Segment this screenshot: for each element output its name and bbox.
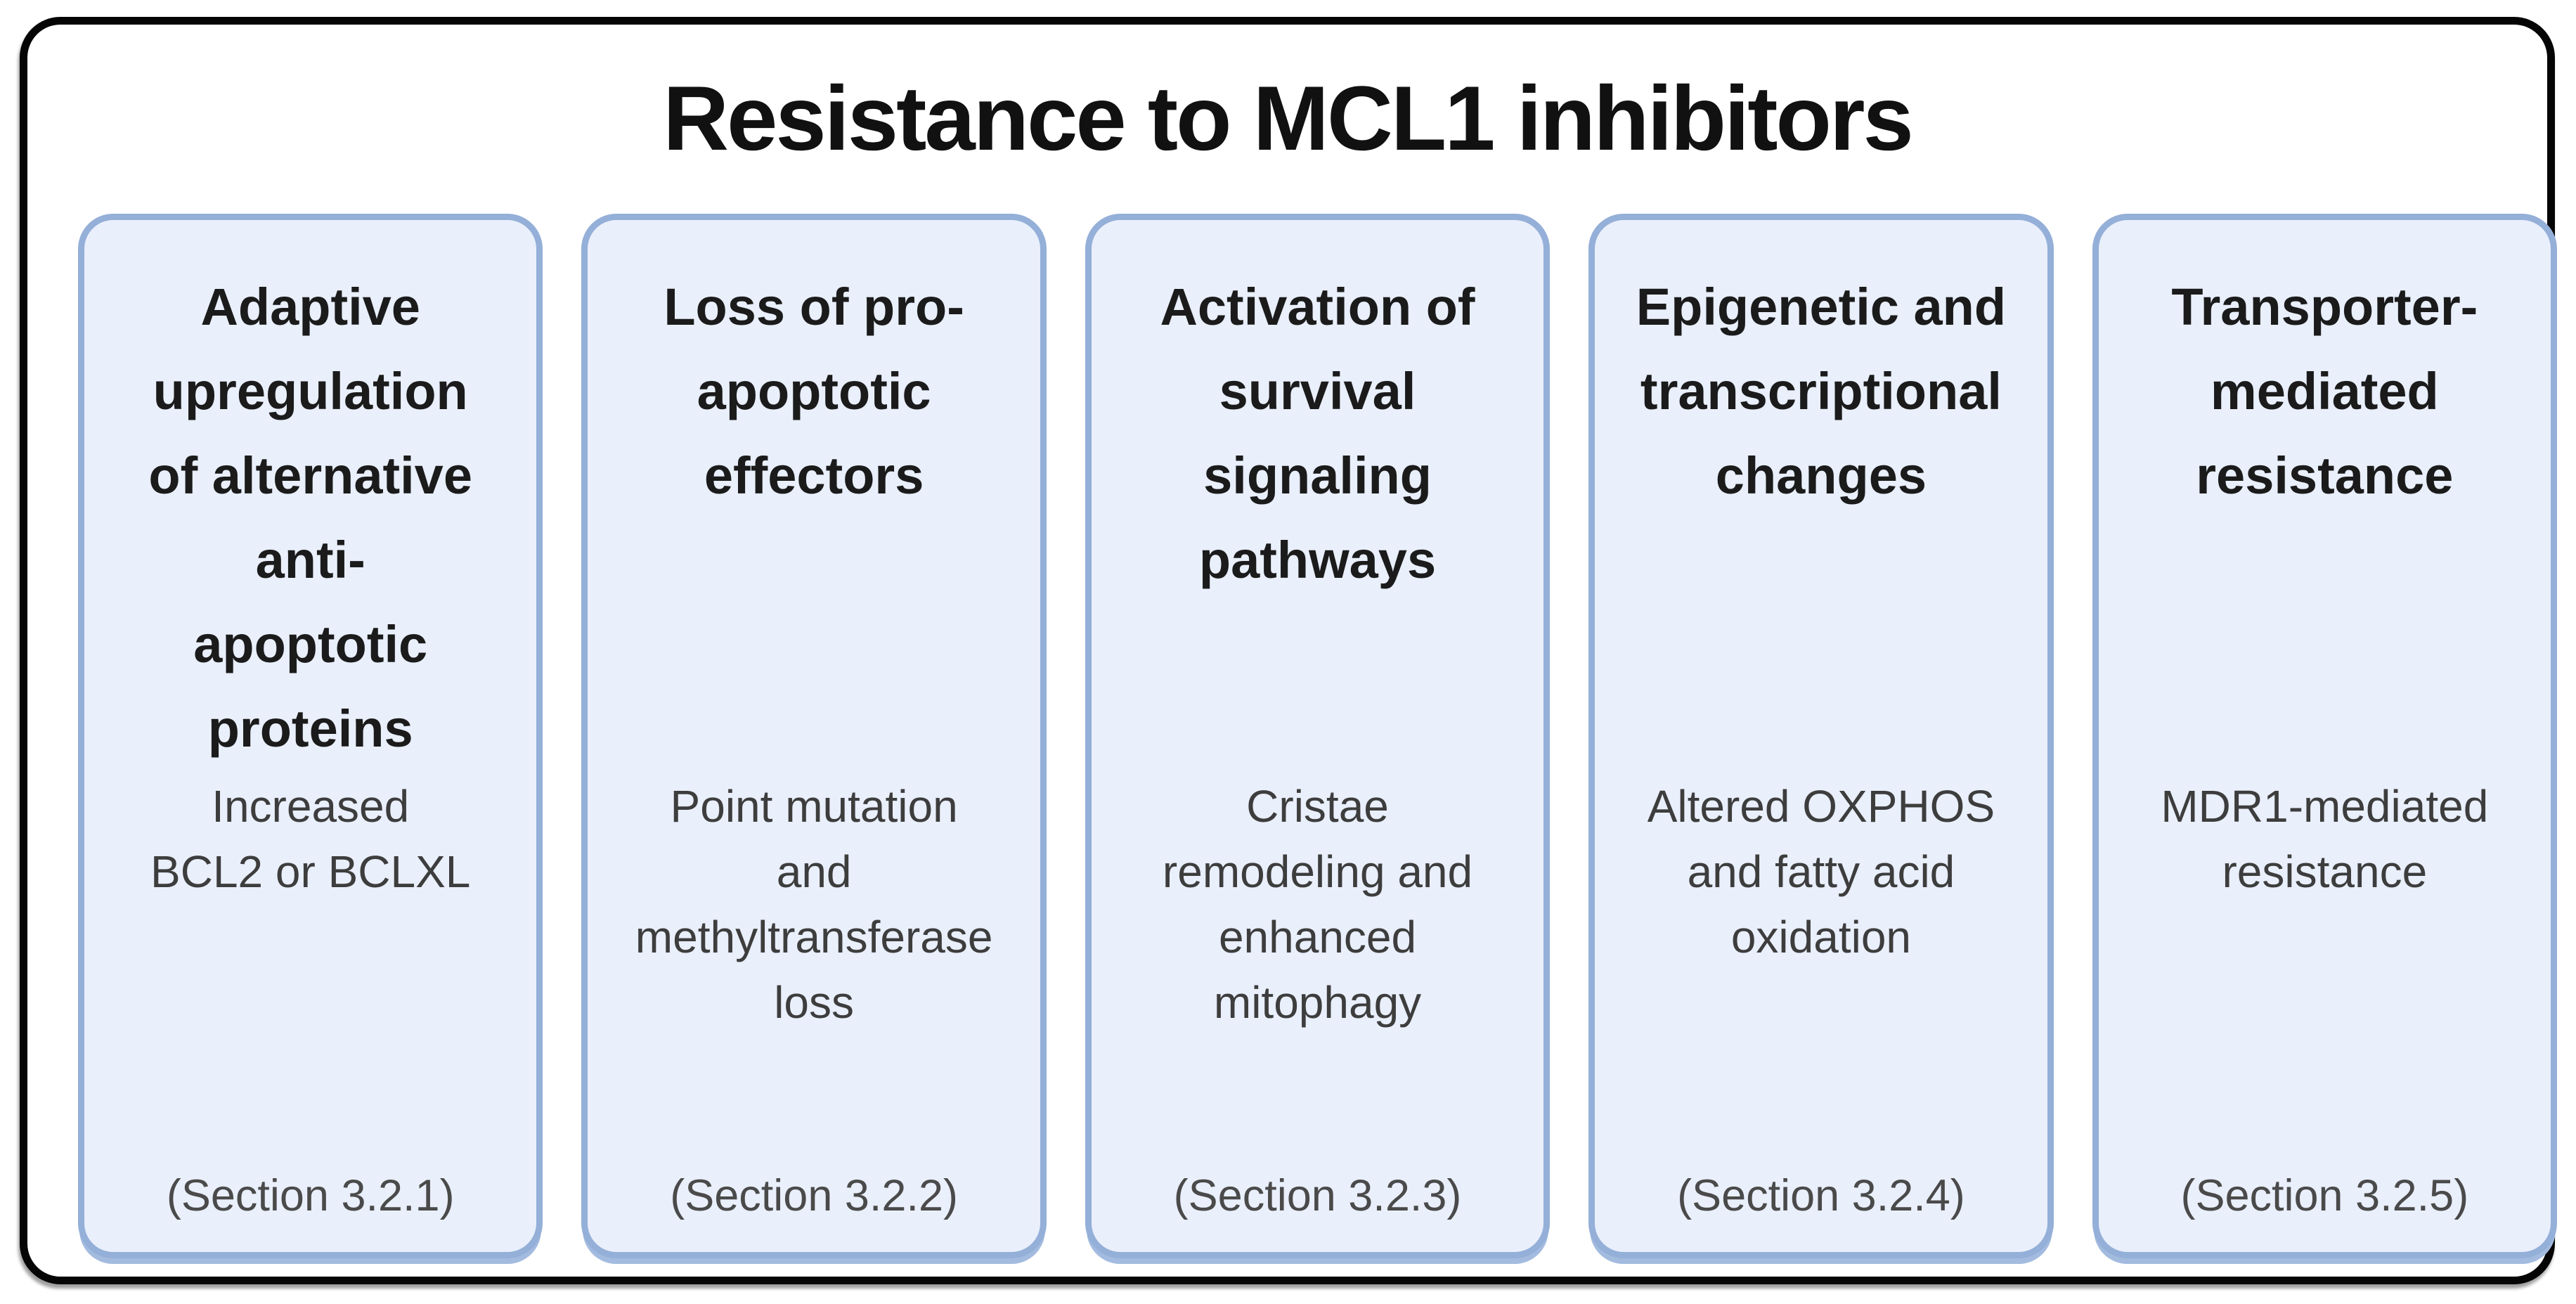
card-heading: Epigenetic and transcriptional changes (1636, 278, 2007, 505)
card-body: Point mutation and methyltransferase los… (635, 781, 993, 1028)
card-body: Cristae remodeling and enhanced mitophag… (1162, 781, 1473, 1028)
card-section-label: (Section 3.2.5) (2180, 1171, 2469, 1220)
card-section-label: (Section 3.2.1) (166, 1171, 455, 1220)
card-heading: Adaptive upregulation of alternative ant… (148, 278, 472, 758)
card-transporter-mediated: Transporter- mediated resistance MDR1-me… (2092, 214, 2558, 1258)
card-heading: Transporter- mediated resistance (2171, 278, 2478, 505)
card-survival-signaling: Activation of survival signaling pathway… (1085, 214, 1551, 1258)
diagram-title: Resistance to MCL1 inhibitors (663, 67, 1914, 169)
cards-row: Adaptive upregulation of alternative ant… (78, 214, 2558, 1258)
card-epigenetic-transcriptional: Epigenetic and transcriptional changes A… (1588, 214, 2054, 1258)
diagram-frame: Resistance to MCL1 inhibitors Adaptive u… (20, 17, 2558, 1284)
card-section-label: (Section 3.2.2) (670, 1171, 958, 1220)
card-adaptive-upregulation: Adaptive upregulation of alternative ant… (78, 214, 543, 1258)
card-section-label: (Section 3.2.4) (1677, 1171, 1965, 1220)
card-loss-of-pro-apoptotic: Loss of pro- apoptotic effectors Point m… (581, 214, 1047, 1258)
card-body: MDR1-mediated resistance (2161, 781, 2489, 897)
card-section-label: (Section 3.2.3) (1173, 1171, 1462, 1220)
card-heading: Activation of survival signaling pathway… (1160, 278, 1475, 589)
card-heading: Loss of pro- apoptotic effectors (664, 278, 964, 505)
card-body: Altered OXPHOS and fatty acid oxidation (1647, 781, 1995, 962)
card-body: Increased BCL2 or BCLXL (150, 781, 471, 897)
